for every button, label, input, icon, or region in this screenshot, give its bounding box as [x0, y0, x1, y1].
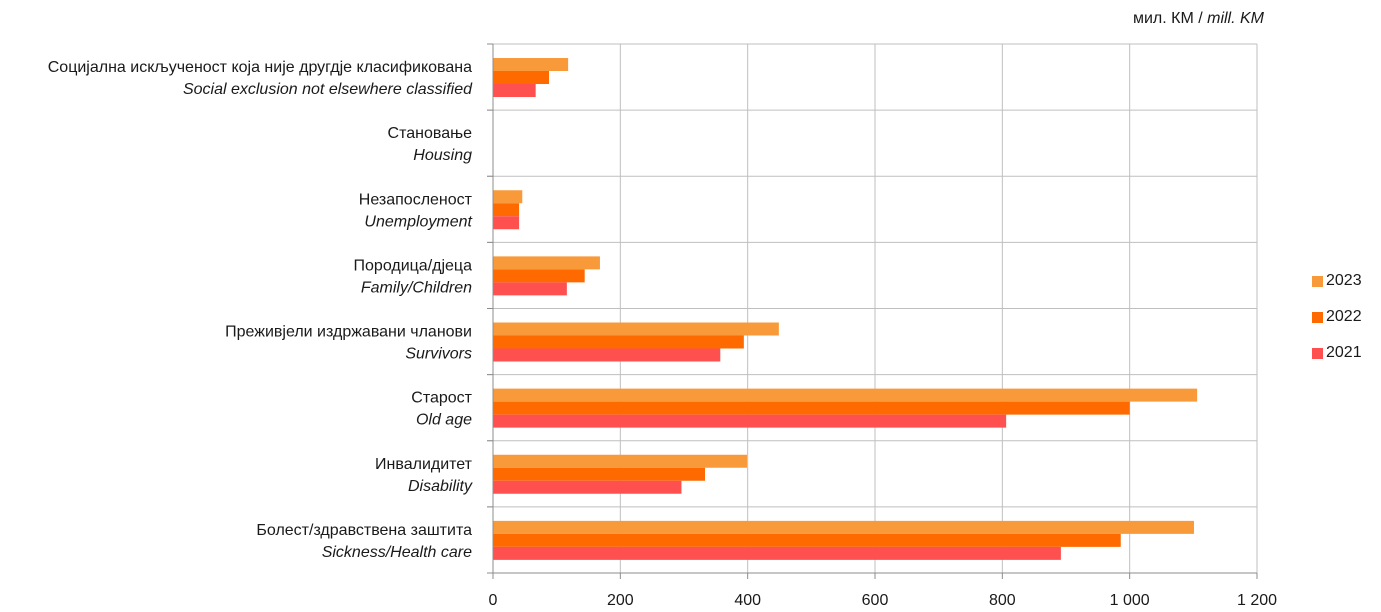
legend-label-2022: 2022	[1326, 308, 1362, 325]
bar-2022-6	[493, 467, 706, 481]
x-tick-label: 200	[607, 592, 634, 609]
unit-label: мил. КМ / mill. KM	[1133, 10, 1264, 28]
bar-2022-0	[493, 71, 550, 84]
bar-2021-0	[493, 84, 536, 97]
bar-2023-2	[493, 190, 523, 204]
category-label-local: Преживјели издржавани чланови	[225, 324, 472, 341]
legend-swatch-2022	[1312, 311, 1323, 323]
unit-label-en: mill. KM	[1207, 10, 1264, 27]
x-tick-label: 0	[489, 592, 498, 609]
category-label-en: Housing	[413, 147, 472, 164]
category-label-local: Породица/дјеца	[354, 257, 473, 274]
bar-2021-2	[493, 216, 520, 230]
bar-2023-6	[493, 454, 748, 468]
category-label-en: Unemployment	[364, 213, 472, 230]
bar-2022-5	[493, 401, 1130, 415]
x-tick-label: 800	[989, 592, 1016, 609]
legend: 2023 2022 2021	[1312, 270, 1362, 378]
bar-2022-7	[493, 533, 1121, 547]
bar-2021-7	[493, 546, 1061, 560]
category-label-local: Социјална искљученост која није другдје …	[48, 59, 472, 76]
bar-2022-3	[493, 269, 585, 283]
bar-2023-4	[493, 322, 779, 336]
category-label-en: Family/Children	[361, 279, 472, 296]
category-label-en: Sickness/Health care	[322, 544, 472, 561]
bar-2023-7	[493, 520, 1194, 534]
legend-item-2021: 2021	[1312, 342, 1362, 364]
bar-2022-4	[493, 335, 744, 349]
legend-item-2023: 2023	[1312, 270, 1362, 292]
bar-2023-5	[493, 388, 1198, 402]
category-label-en: Social exclusion not elsewhere classifie…	[183, 81, 473, 98]
legend-item-2022: 2022	[1312, 306, 1362, 328]
category-label-local: Болест/здравствена заштита	[256, 522, 472, 539]
category-label-local: Становање	[388, 125, 473, 142]
legend-swatch-2023	[1312, 275, 1323, 287]
x-tick-label: 600	[862, 592, 889, 609]
category-label-en: Old age	[416, 412, 472, 429]
bar-2021-5	[493, 414, 1007, 428]
category-label-en: Survivors	[405, 346, 472, 363]
legend-label-2023: 2023	[1326, 272, 1362, 289]
x-tick-label: 1 200	[1237, 592, 1277, 609]
category-label-local: Незапосленост	[359, 191, 473, 208]
category-label-en: Disability	[408, 478, 473, 495]
unit-label-separator: /	[1193, 10, 1208, 27]
category-label-local: Инвалидитет	[375, 456, 473, 473]
category-label-local: Старост	[411, 390, 472, 407]
bar-2021-3	[493, 282, 567, 296]
x-tick-label: 400	[734, 592, 761, 609]
bar-2022-2	[493, 203, 520, 217]
bar-2021-4	[493, 348, 721, 362]
bar-2023-0	[493, 58, 569, 71]
legend-swatch-2021	[1312, 347, 1323, 359]
legend-label-2021: 2021	[1326, 344, 1362, 361]
unit-label-local: мил. КМ	[1132, 10, 1194, 27]
bar-2021-6	[493, 480, 682, 494]
x-tick-label: 1 000	[1110, 592, 1150, 609]
bar-2023-3	[493, 256, 600, 270]
